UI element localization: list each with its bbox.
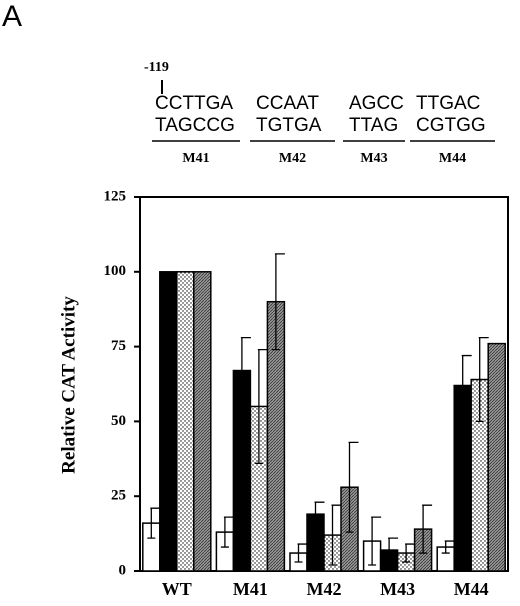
error-bar	[385, 537, 399, 563]
error-bar	[147, 507, 161, 539]
y-tick-label: 25	[111, 488, 126, 504]
error-bar	[345, 441, 359, 533]
x-tick-label: WT	[162, 579, 192, 599]
sequence-bottom: TTAG	[349, 115, 398, 136]
error-bar	[368, 516, 382, 566]
error-bar	[271, 253, 285, 351]
error-bar	[328, 504, 342, 566]
sequence-bottom: TAGCCG	[155, 115, 235, 136]
y-tick-label: 0	[119, 562, 127, 578]
sequence-top: AGCC	[349, 93, 404, 114]
sequence-bottom: CGTGG	[416, 115, 486, 136]
sequence-bottom: TGTGA	[256, 115, 322, 136]
y-axis-label: Relative CAT Activity	[58, 296, 79, 474]
x-tick-label: M41	[233, 579, 268, 599]
panel-label: A	[2, 0, 22, 33]
x-tick-label: M44	[454, 579, 489, 599]
x-tick-label: M43	[380, 579, 415, 599]
error-bar	[254, 348, 268, 464]
y-tick-label: 50	[111, 413, 126, 429]
error-bar	[237, 336, 251, 405]
bar	[176, 271, 195, 572]
sequence-top: CCAAT	[256, 93, 319, 114]
error-bar	[311, 501, 325, 527]
segment-label: M41	[182, 151, 209, 166]
bar	[159, 271, 178, 572]
sequence-top: TTGAC	[416, 93, 480, 114]
error-bar	[294, 543, 308, 563]
bar	[487, 342, 506, 572]
segment-label: M42	[279, 151, 306, 166]
position-label: -119	[144, 60, 169, 75]
x-tick-label: M42	[307, 579, 342, 599]
error-bar	[441, 540, 455, 554]
error-bar	[475, 336, 489, 423]
segment-label: M44	[439, 151, 466, 166]
error-bar	[220, 516, 234, 548]
error-bar	[402, 543, 416, 563]
error-bar	[458, 354, 472, 417]
y-tick-label: 125	[104, 188, 127, 204]
bar	[193, 271, 212, 572]
y-tick-label: 100	[104, 263, 127, 279]
sequence-top: CCTTGA	[155, 93, 233, 114]
error-bar	[419, 504, 433, 554]
segment-label: M43	[360, 151, 387, 166]
y-tick-label: 75	[111, 338, 126, 354]
